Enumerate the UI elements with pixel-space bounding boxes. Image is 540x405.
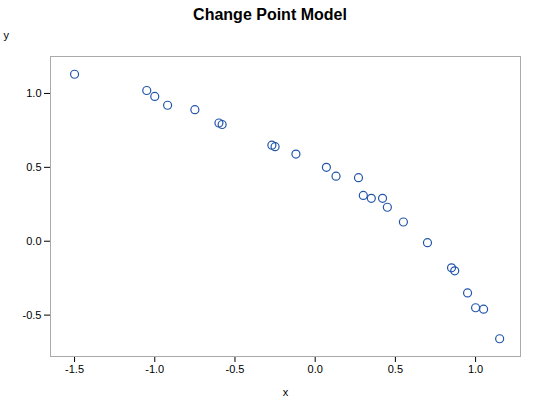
- svg-text:0.5: 0.5: [388, 363, 403, 375]
- svg-text:0.0: 0.0: [308, 363, 323, 375]
- svg-text:1.0: 1.0: [26, 87, 41, 99]
- svg-text:-0.5: -0.5: [225, 363, 244, 375]
- svg-text:1.0: 1.0: [468, 363, 483, 375]
- html-text:Change Point Model: Change Point Model: [193, 6, 347, 23]
- svg-text:0.5: 0.5: [26, 161, 41, 173]
- svg-text:-0.5: -0.5: [23, 309, 42, 321]
- svg-text:x: x: [283, 386, 289, 398]
- svg-text:-1.5: -1.5: [65, 363, 84, 375]
- svg-text:y: y: [4, 29, 10, 41]
- svg-text:-1.0: -1.0: [145, 363, 164, 375]
- svg-text:0.0: 0.0: [26, 235, 41, 247]
